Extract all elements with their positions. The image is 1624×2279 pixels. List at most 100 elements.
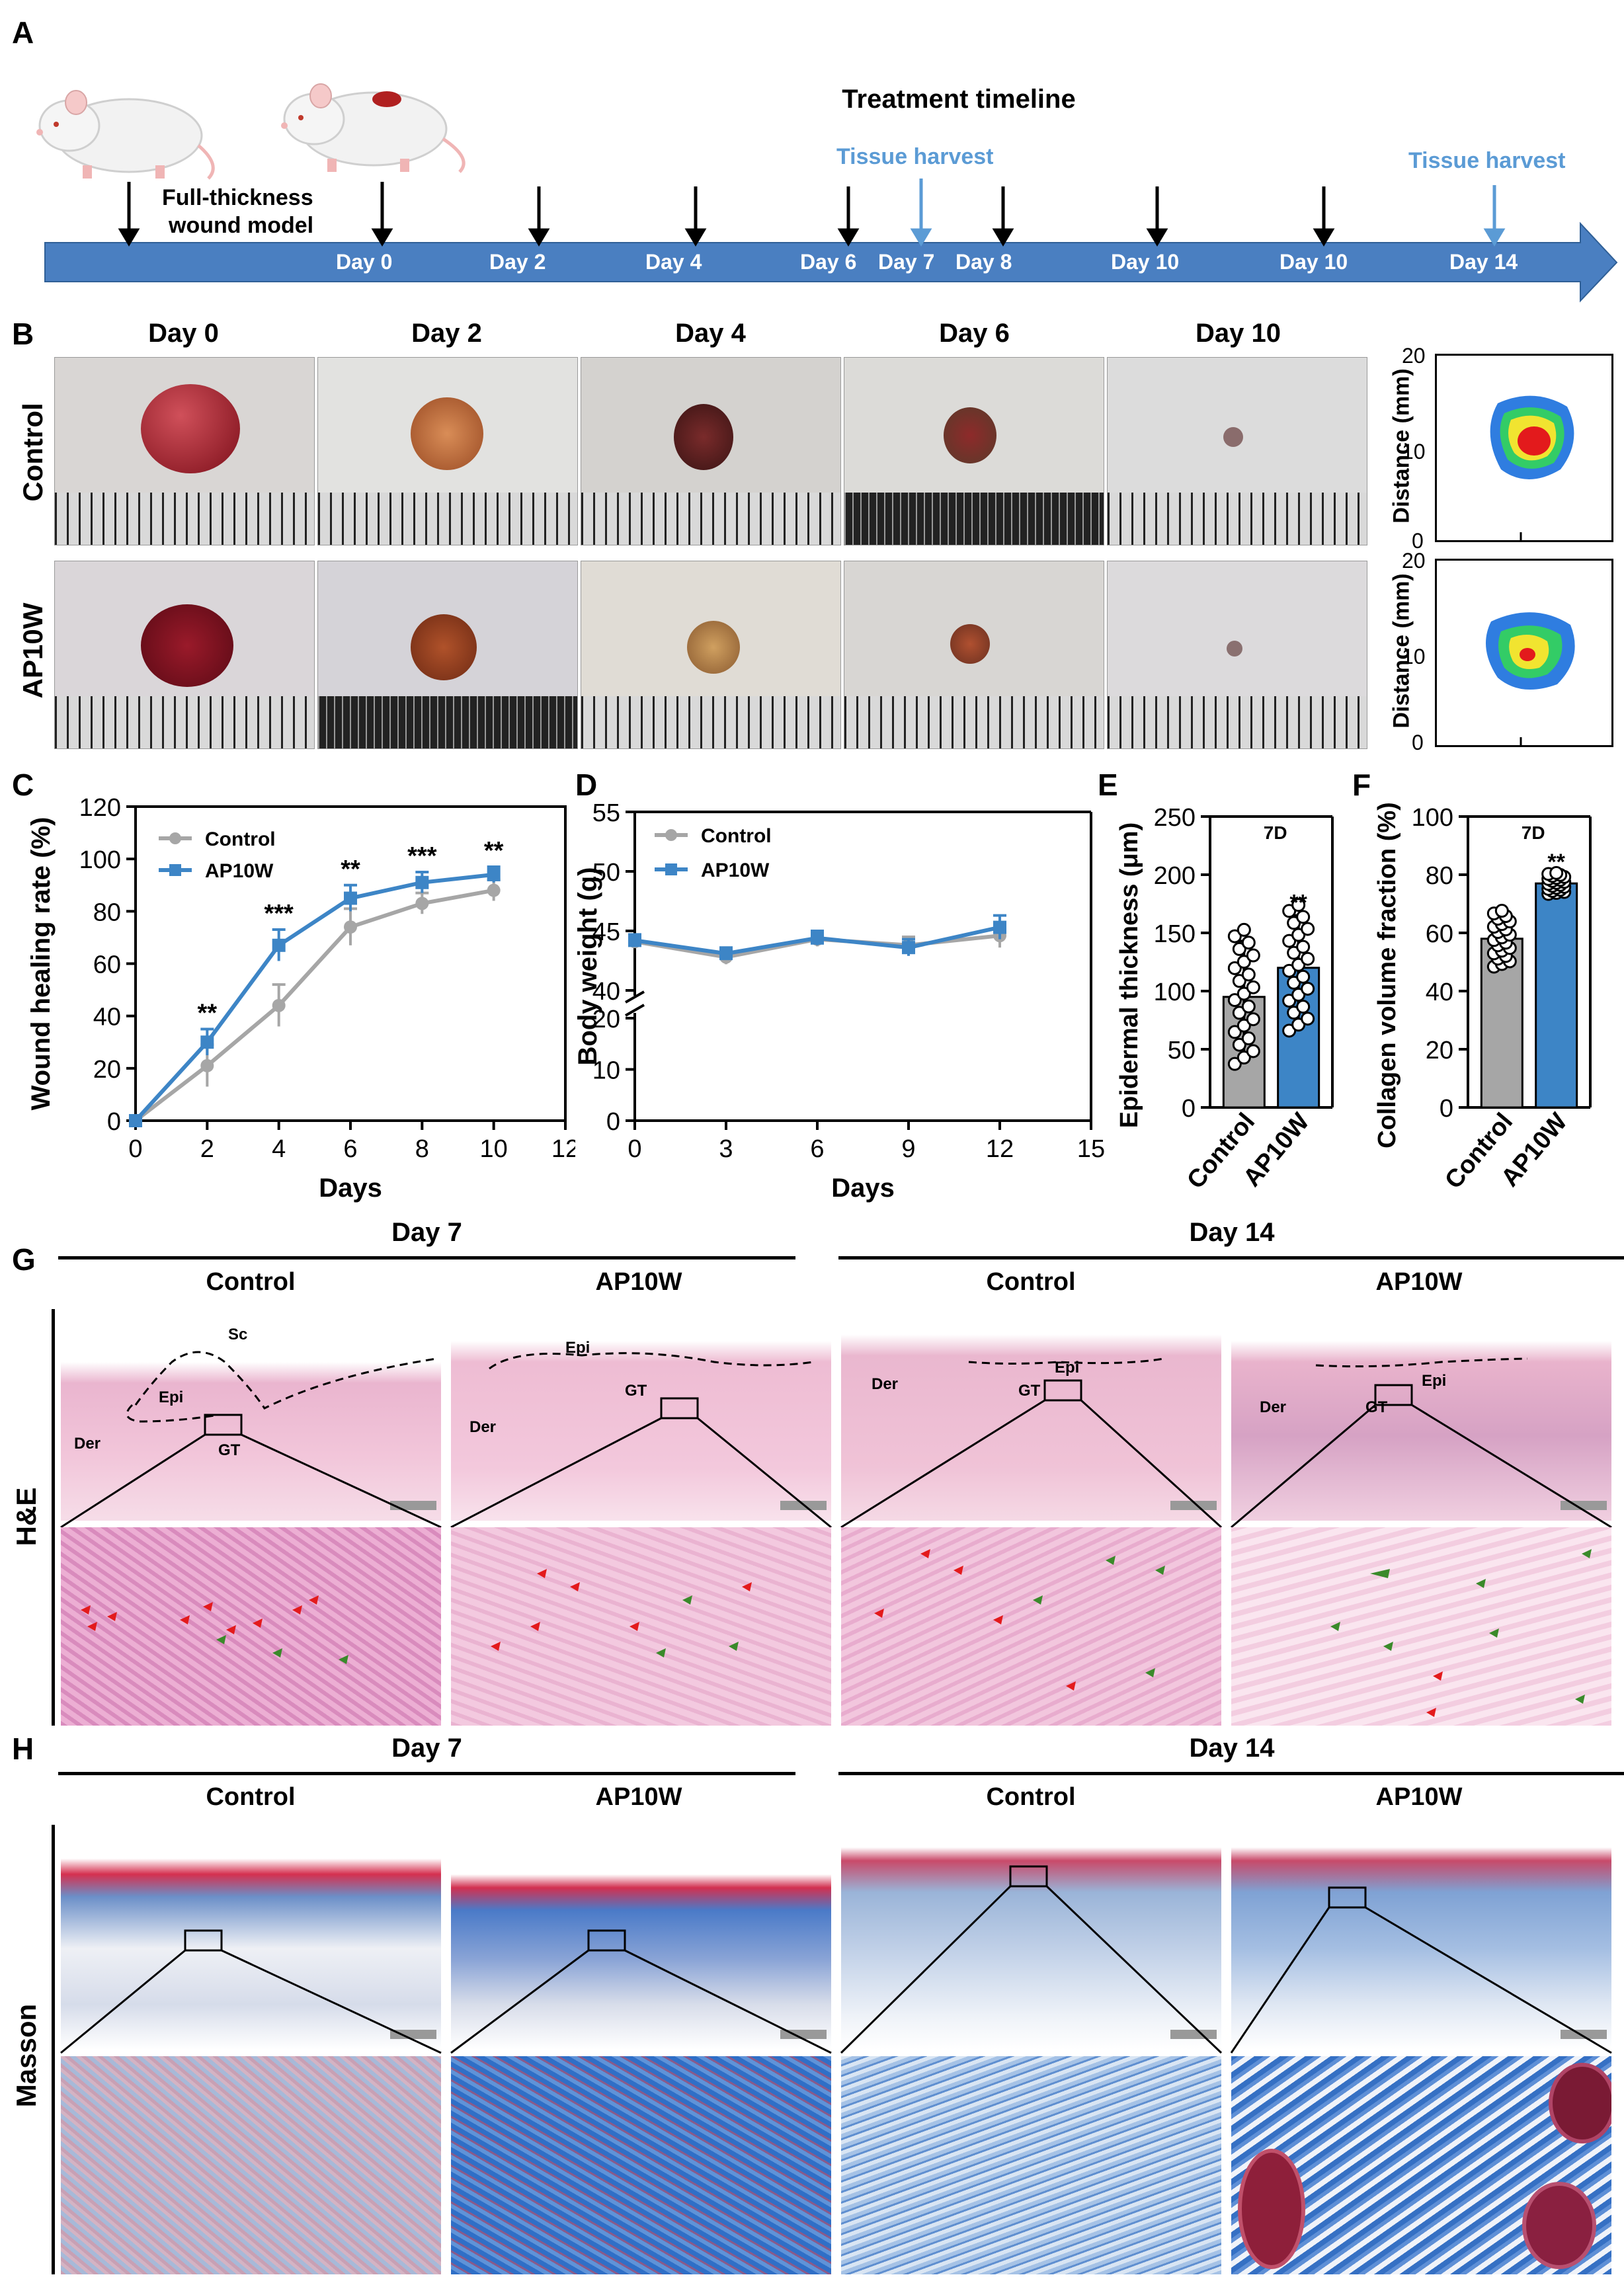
panel-label-h: H <box>12 1732 34 1766</box>
d-axis-break <box>625 990 645 1004</box>
h-header-day7: Day 7 <box>391 1734 462 1763</box>
he-lowmag-control-d14 <box>841 1309 1221 1521</box>
d-xlabel: Days <box>831 1174 895 1203</box>
f-ytick-label: 40 <box>1426 979 1453 1006</box>
f-bar-AP10W <box>1535 882 1578 1109</box>
d-ytick-label: 55 <box>592 799 620 827</box>
masson-highmag-ap10w-d14 <box>1231 2056 1611 2274</box>
h-group-control-d7: Control <box>206 1783 296 1811</box>
e-ylabel: Epidermal thickness (μm) <box>1116 822 1143 1129</box>
photo-header-day6: Day 6 <box>939 319 1010 348</box>
panel-label-e: E <box>1098 768 1118 802</box>
e-datapoint <box>1296 910 1311 924</box>
mouse-illustration-1 <box>36 90 215 180</box>
d-xtick-label: 6 <box>810 1135 824 1163</box>
wound-photo-ap10w-day0 <box>54 561 315 749</box>
e-datapoint <box>1237 955 1251 969</box>
he-label-der-1: Der <box>74 1435 101 1453</box>
e-datapoint <box>1232 1037 1246 1052</box>
masson-lowmag-control-d7 <box>61 1825 441 2050</box>
g-group-control-d7: Control <box>206 1268 296 1296</box>
f-datapoint <box>1549 865 1564 880</box>
wound-photo-control-day10 <box>1107 357 1367 545</box>
c-point-AP10W <box>415 875 429 889</box>
timeline-day-10a: Day 10 <box>1111 250 1180 274</box>
masson-highmag-control-d14 <box>841 2056 1221 2274</box>
c-series-line-Control <box>134 888 495 1123</box>
d-point-AP10W <box>719 947 733 961</box>
e-datapoint <box>1232 1006 1246 1020</box>
he-cell-arrows <box>81 1549 1592 1717</box>
d-xtick-label: 9 <box>901 1135 915 1163</box>
e-significance: ** <box>1289 891 1307 916</box>
e-ytick-label: 0 <box>1182 1095 1196 1123</box>
photo-header-day0: Day 0 <box>148 319 219 348</box>
c-ytick-label: 40 <box>93 1004 121 1031</box>
model-label-line1: Full-thickness <box>162 185 313 210</box>
g-group-ap10w-d14: AP10W <box>1375 1268 1463 1296</box>
heatmap-tick-10a: 10 <box>1402 440 1426 463</box>
e-datapoint <box>1296 940 1311 954</box>
he-label-epi-1: Epi <box>159 1388 184 1406</box>
he-label-der-3: Der <box>872 1375 899 1393</box>
mouse-illustration-2 <box>281 83 466 173</box>
g-header-day14: Day 14 <box>1189 1218 1275 1247</box>
panel-label-b: B <box>12 317 34 351</box>
e-datapoint <box>1232 941 1246 956</box>
timeline-day-10b: Day 10 <box>1279 250 1348 274</box>
e-ytick-label: 200 <box>1154 862 1196 890</box>
d-ytick-label: 40 <box>592 978 620 1006</box>
h-stain-label: Masson <box>11 2003 42 2108</box>
he-highmag-control-d14 <box>841 1527 1221 1726</box>
c-xtick-label: 4 <box>272 1135 286 1163</box>
chart-wound-healing-rate: 0 20 40 60 80 100 120 0 2 4 6 8 10 12 Days Wound healin… <box>26 794 575 1203</box>
c-legend-marker <box>169 832 181 844</box>
d-point-AP10W <box>811 931 824 945</box>
e-datapoint <box>1237 922 1251 937</box>
e-datapoint <box>1301 981 1315 996</box>
c-legend-label: AP10W <box>205 860 274 882</box>
he-label-epi-2: Epi <box>565 1339 590 1357</box>
he-highmag-ap10w-d14 <box>1231 1527 1611 1726</box>
d-legend-label: Control <box>701 825 772 847</box>
g-stain-label: H&E <box>11 1487 42 1546</box>
e-datapoint <box>1227 1025 1242 1039</box>
c-legend-marker <box>169 864 181 876</box>
e-datapoint <box>1237 986 1251 1001</box>
timeline-day-2: Day 2 <box>489 250 546 274</box>
he-label-epi-3: Epi <box>1055 1359 1080 1377</box>
f-annotation: 7D <box>1522 822 1545 843</box>
c-significance: ** <box>341 856 360 883</box>
c-ytick-label: 80 <box>93 899 121 926</box>
he-label-gt-3: GT <box>1018 1382 1041 1400</box>
timeline-day-6: Day 6 <box>800 250 857 274</box>
e-datapoint <box>1291 898 1306 912</box>
e-datapoint <box>1296 1000 1311 1014</box>
c-xtick-label: 12 <box>551 1135 575 1163</box>
panel-label-a: A <box>12 15 34 50</box>
d-xtick-label: 12 <box>986 1135 1014 1163</box>
masson-lowmag-control-d14 <box>841 1825 1221 2050</box>
timeline-day-7: Day 7 <box>878 250 935 274</box>
d-point-AP10W <box>902 941 915 955</box>
g-underline-day14 <box>838 1256 1624 1259</box>
timeline-day-8: Day 8 <box>955 250 1012 274</box>
wound-photo-control-day0 <box>54 357 315 545</box>
e-datapoint <box>1232 974 1246 988</box>
he-lowmag-ap10w-d14 <box>1231 1309 1611 1521</box>
he-lowmag-control-d7 <box>61 1309 441 1521</box>
c-point-Control <box>200 1059 214 1072</box>
f-ylabel: Collagen volume fraction (%) <box>1373 802 1401 1148</box>
e-datapoint <box>1301 1012 1315 1026</box>
c-ytick-label: 120 <box>79 794 121 822</box>
c-xtick-label: 2 <box>200 1135 214 1163</box>
d-ytick-label: 10 <box>592 1057 620 1085</box>
d-xtick-label: 3 <box>719 1135 733 1163</box>
g-group-ap10w-d7: AP10W <box>595 1268 682 1296</box>
h-group-control-d14: Control <box>986 1783 1076 1811</box>
heatmap-tick-20b: 20 <box>1402 549 1426 573</box>
harvest-label-1: Tissue harvest <box>836 144 994 169</box>
e-datapoint <box>1241 999 1256 1014</box>
c-xtick-label: 6 <box>343 1135 357 1163</box>
he-label-der-4: Der <box>1260 1398 1287 1416</box>
